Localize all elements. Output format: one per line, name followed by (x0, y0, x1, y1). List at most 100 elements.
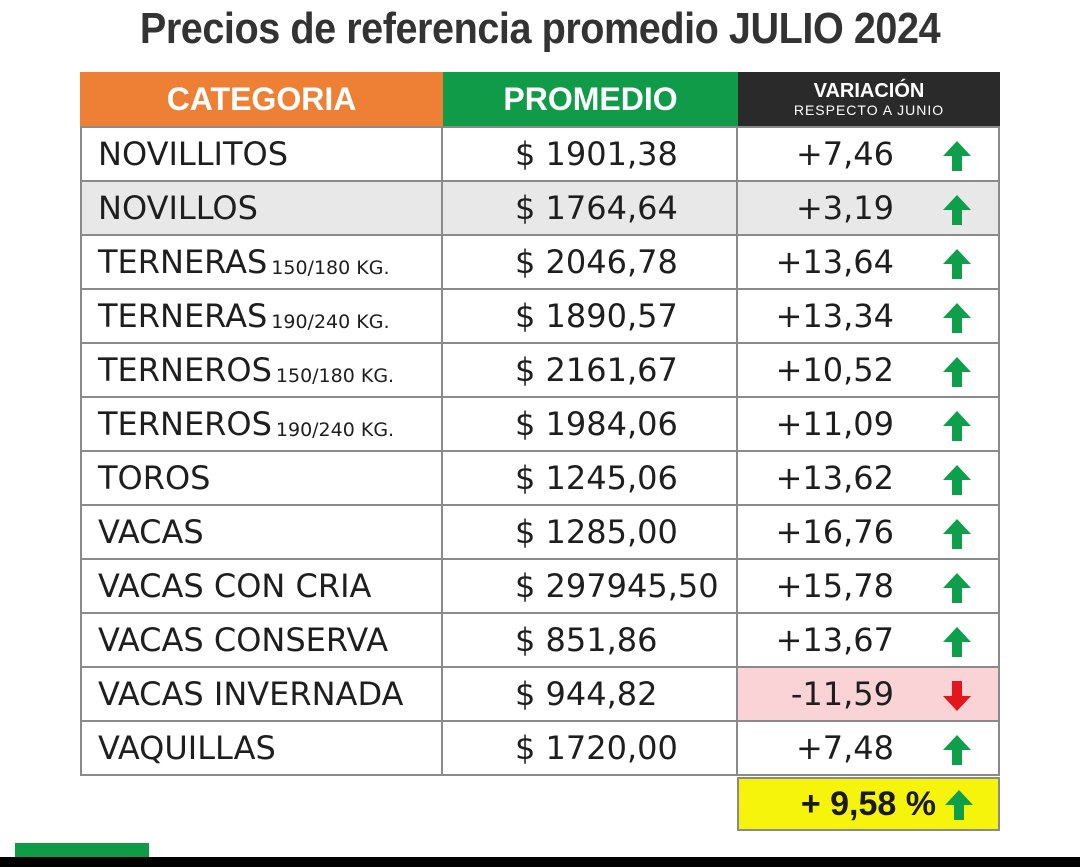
price-cell: $ 2161,67 (443, 344, 738, 396)
table-row: TERNEROS 150/180 KG. $ 2161,67 +10,52 (80, 344, 1000, 398)
table-row: VACAS CON CRIA $ 297945,50 +15,78 (80, 560, 1000, 614)
category-name: VACAS CONSERVA (98, 621, 389, 659)
category-cell: TOROS (80, 452, 443, 504)
category-cell: VACAS INVERNADA (80, 668, 443, 720)
category-weight: 190/240 KG. (271, 311, 390, 333)
variation-cell: +7,46 (738, 128, 1000, 180)
up-arrow-icon (943, 735, 971, 765)
category-name: TERNERAS (98, 297, 268, 335)
variation-cell: +3,19 (738, 182, 1000, 234)
table-row: VACAS INVERNADA $ 944,82 -11,59 (80, 668, 1000, 722)
table-row: NOVILLITOS $ 1901,38 +7,46 (80, 128, 1000, 182)
table-row: VAQUILLAS $ 1720,00 +7,48 (80, 722, 1000, 776)
up-arrow-icon (943, 411, 971, 441)
accent-bar (15, 843, 149, 857)
category-name: TERNEROS (98, 405, 272, 443)
variation-cell: +7,48 (738, 722, 1000, 774)
category-name: NOVILLITOS (98, 135, 289, 173)
up-arrow-icon (943, 249, 971, 279)
header-variacion: VARIACIÓN RESPECTO A JUNIO (738, 72, 1000, 126)
category-cell: VACAS CON CRIA (80, 560, 443, 612)
category-weight: 150/180 KG. (271, 257, 390, 279)
variation-cell: +13,67 (738, 614, 1000, 666)
bottom-bar (0, 857, 1080, 867)
table-row: TERNERAS 190/240 KG. $ 1890,57 +13,34 (80, 290, 1000, 344)
variation-value: +13,34 (775, 297, 894, 335)
category-cell: NOVILLOS (80, 182, 443, 234)
up-arrow-icon (943, 195, 971, 225)
up-arrow-icon (943, 357, 971, 387)
down-arrow-icon (943, 681, 971, 711)
header-variacion-label: VARIACIÓN (813, 80, 925, 102)
variation-cell: +13,62 (738, 452, 1000, 504)
table-row: VACAS CONSERVA $ 851,86 +13,67 (80, 614, 1000, 668)
table-row: NOVILLOS $ 1764,64 +3,19 (80, 182, 1000, 236)
variation-value: +13,67 (775, 621, 894, 659)
variation-value: +13,62 (775, 459, 894, 497)
variation-value: +13,64 (775, 243, 894, 281)
category-weight: 190/240 KG. (275, 419, 395, 441)
header-promedio: PROMEDIO (443, 72, 738, 126)
up-arrow-icon (943, 303, 971, 333)
price-cell: $ 1285,00 (443, 506, 738, 558)
price-cell: $ 2046,78 (443, 236, 738, 288)
category-name: VAQUILLAS (98, 729, 276, 767)
variation-cell: +13,34 (738, 290, 1000, 342)
price-table: CATEGORIA PROMEDIO VARIACIÓN RESPECTO A … (80, 72, 1000, 776)
variation-cell: +16,76 (738, 506, 1000, 558)
price-cell: $ 1720,00 (443, 722, 738, 774)
category-cell: VAQUILLAS (80, 722, 443, 774)
header-categoria: CATEGORIA (80, 72, 443, 126)
category-name: TOROS (98, 459, 211, 497)
category-name: TERNERAS (98, 243, 268, 281)
variation-value: +11,09 (775, 405, 894, 443)
variation-value: +10,52 (775, 351, 894, 389)
header-variacion-sub: RESPECTO A JUNIO (793, 102, 945, 118)
category-cell: VACAS (80, 506, 443, 558)
category-name: NOVILLOS (98, 189, 258, 227)
variation-value: -11,59 (790, 675, 894, 713)
table-row: TERNEROS 190/240 KG. $ 1984,06 +11,09 (80, 398, 1000, 452)
total-value: + 9,58 % (800, 784, 936, 823)
table-row: TOROS $ 1245,06 +13,62 (80, 452, 1000, 506)
variation-value: +16,76 (775, 513, 894, 551)
category-name: VACAS CON CRIA (98, 567, 372, 605)
price-cell: $ 851,86 (443, 614, 738, 666)
up-arrow-icon (943, 627, 971, 657)
variation-cell: +15,78 (738, 560, 1000, 612)
price-cell: $ 1764,64 (443, 182, 738, 234)
total-variation: + 9,58 % (737, 777, 1000, 831)
variation-cell: +13,64 (738, 236, 1000, 288)
up-arrow-icon (943, 465, 971, 495)
category-name: VACAS (98, 513, 204, 551)
price-cell: $ 1984,06 (443, 398, 738, 450)
category-cell: VACAS CONSERVA (80, 614, 443, 666)
up-arrow-icon (945, 790, 973, 820)
price-cell: $ 1901,38 (443, 128, 738, 180)
category-name: TERNEROS (98, 351, 272, 389)
price-cell: $ 297945,50 (443, 560, 738, 612)
category-cell: NOVILLITOS (80, 128, 443, 180)
up-arrow-icon (943, 573, 971, 603)
variation-value: +3,19 (795, 189, 894, 227)
variation-value: +7,48 (795, 729, 894, 767)
up-arrow-icon (943, 141, 971, 171)
table-body: NOVILLITOS $ 1901,38 +7,46 NOVILLOS $ 1764,6… (80, 126, 1000, 776)
table-row: TERNERAS 150/180 KG. $ 2046,78 +13,64 (80, 236, 1000, 290)
price-cell: $ 1890,57 (443, 290, 738, 342)
price-cell: $ 1245,06 (443, 452, 738, 504)
table-row: VACAS $ 1285,00 +16,76 (80, 506, 1000, 560)
variation-value: +15,78 (775, 567, 894, 605)
variation-cell: +10,52 (738, 344, 1000, 396)
category-name: VACAS INVERNADA (98, 675, 404, 713)
category-cell: TERNEROS 150/180 KG. (80, 344, 443, 396)
variation-cell: +11,09 (738, 398, 1000, 450)
variation-value: +7,46 (795, 135, 894, 173)
up-arrow-icon (943, 519, 971, 549)
category-cell: TERNEROS 190/240 KG. (80, 398, 443, 450)
category-cell: TERNERAS 190/240 KG. (80, 290, 443, 342)
table-header: CATEGORIA PROMEDIO VARIACIÓN RESPECTO A … (80, 72, 1000, 126)
category-weight: 150/180 KG. (275, 365, 395, 387)
variation-cell: -11,59 (738, 668, 1000, 720)
category-cell: TERNERAS 150/180 KG. (80, 236, 443, 288)
